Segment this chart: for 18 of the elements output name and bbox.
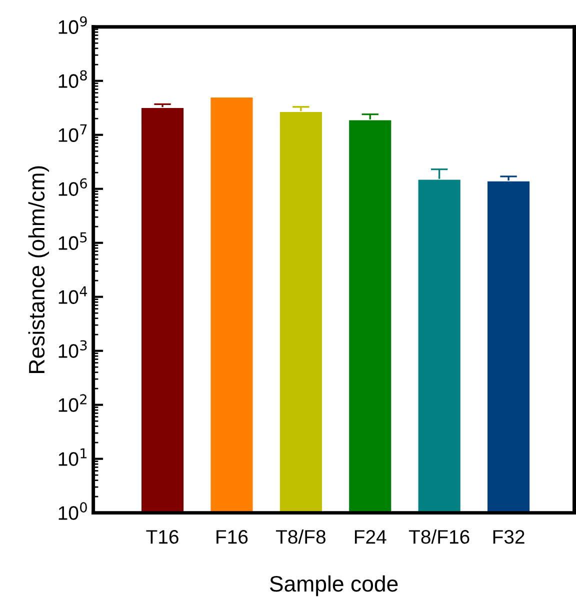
y-tick-label: 10$^{5}$: [58, 232, 87, 250]
x-tick-label: F16: [216, 530, 248, 544]
y-tick-label: 10$^{6}$: [58, 178, 87, 196]
y-tick-label: 10$^{2}$: [58, 394, 86, 412]
x-tick-label: F32: [493, 530, 524, 544]
y-tick-label: 10$^{4}$: [58, 286, 88, 304]
x-axis-title: Sample code: [270, 575, 398, 596]
x-tick-label: F24: [354, 530, 386, 544]
y-tick-label: 10$^{3}$: [58, 340, 87, 358]
y-tick-label: 10$^{9}$: [58, 16, 87, 34]
y-axis-title: Resistance (ohm/cm): [28, 166, 49, 373]
x-tick-label: T8/F16: [408, 529, 470, 544]
x-tick-label: T16: [146, 530, 178, 544]
y-tick-label: 10$^{8}$: [58, 70, 87, 88]
y-tick-label: 10$^{1}$: [58, 448, 87, 466]
y-tick-label: 10$^{0}$: [58, 502, 87, 520]
y-tick-label: 10$^{7}$: [58, 124, 87, 142]
x-tick-label: T8/F8: [276, 529, 326, 544]
